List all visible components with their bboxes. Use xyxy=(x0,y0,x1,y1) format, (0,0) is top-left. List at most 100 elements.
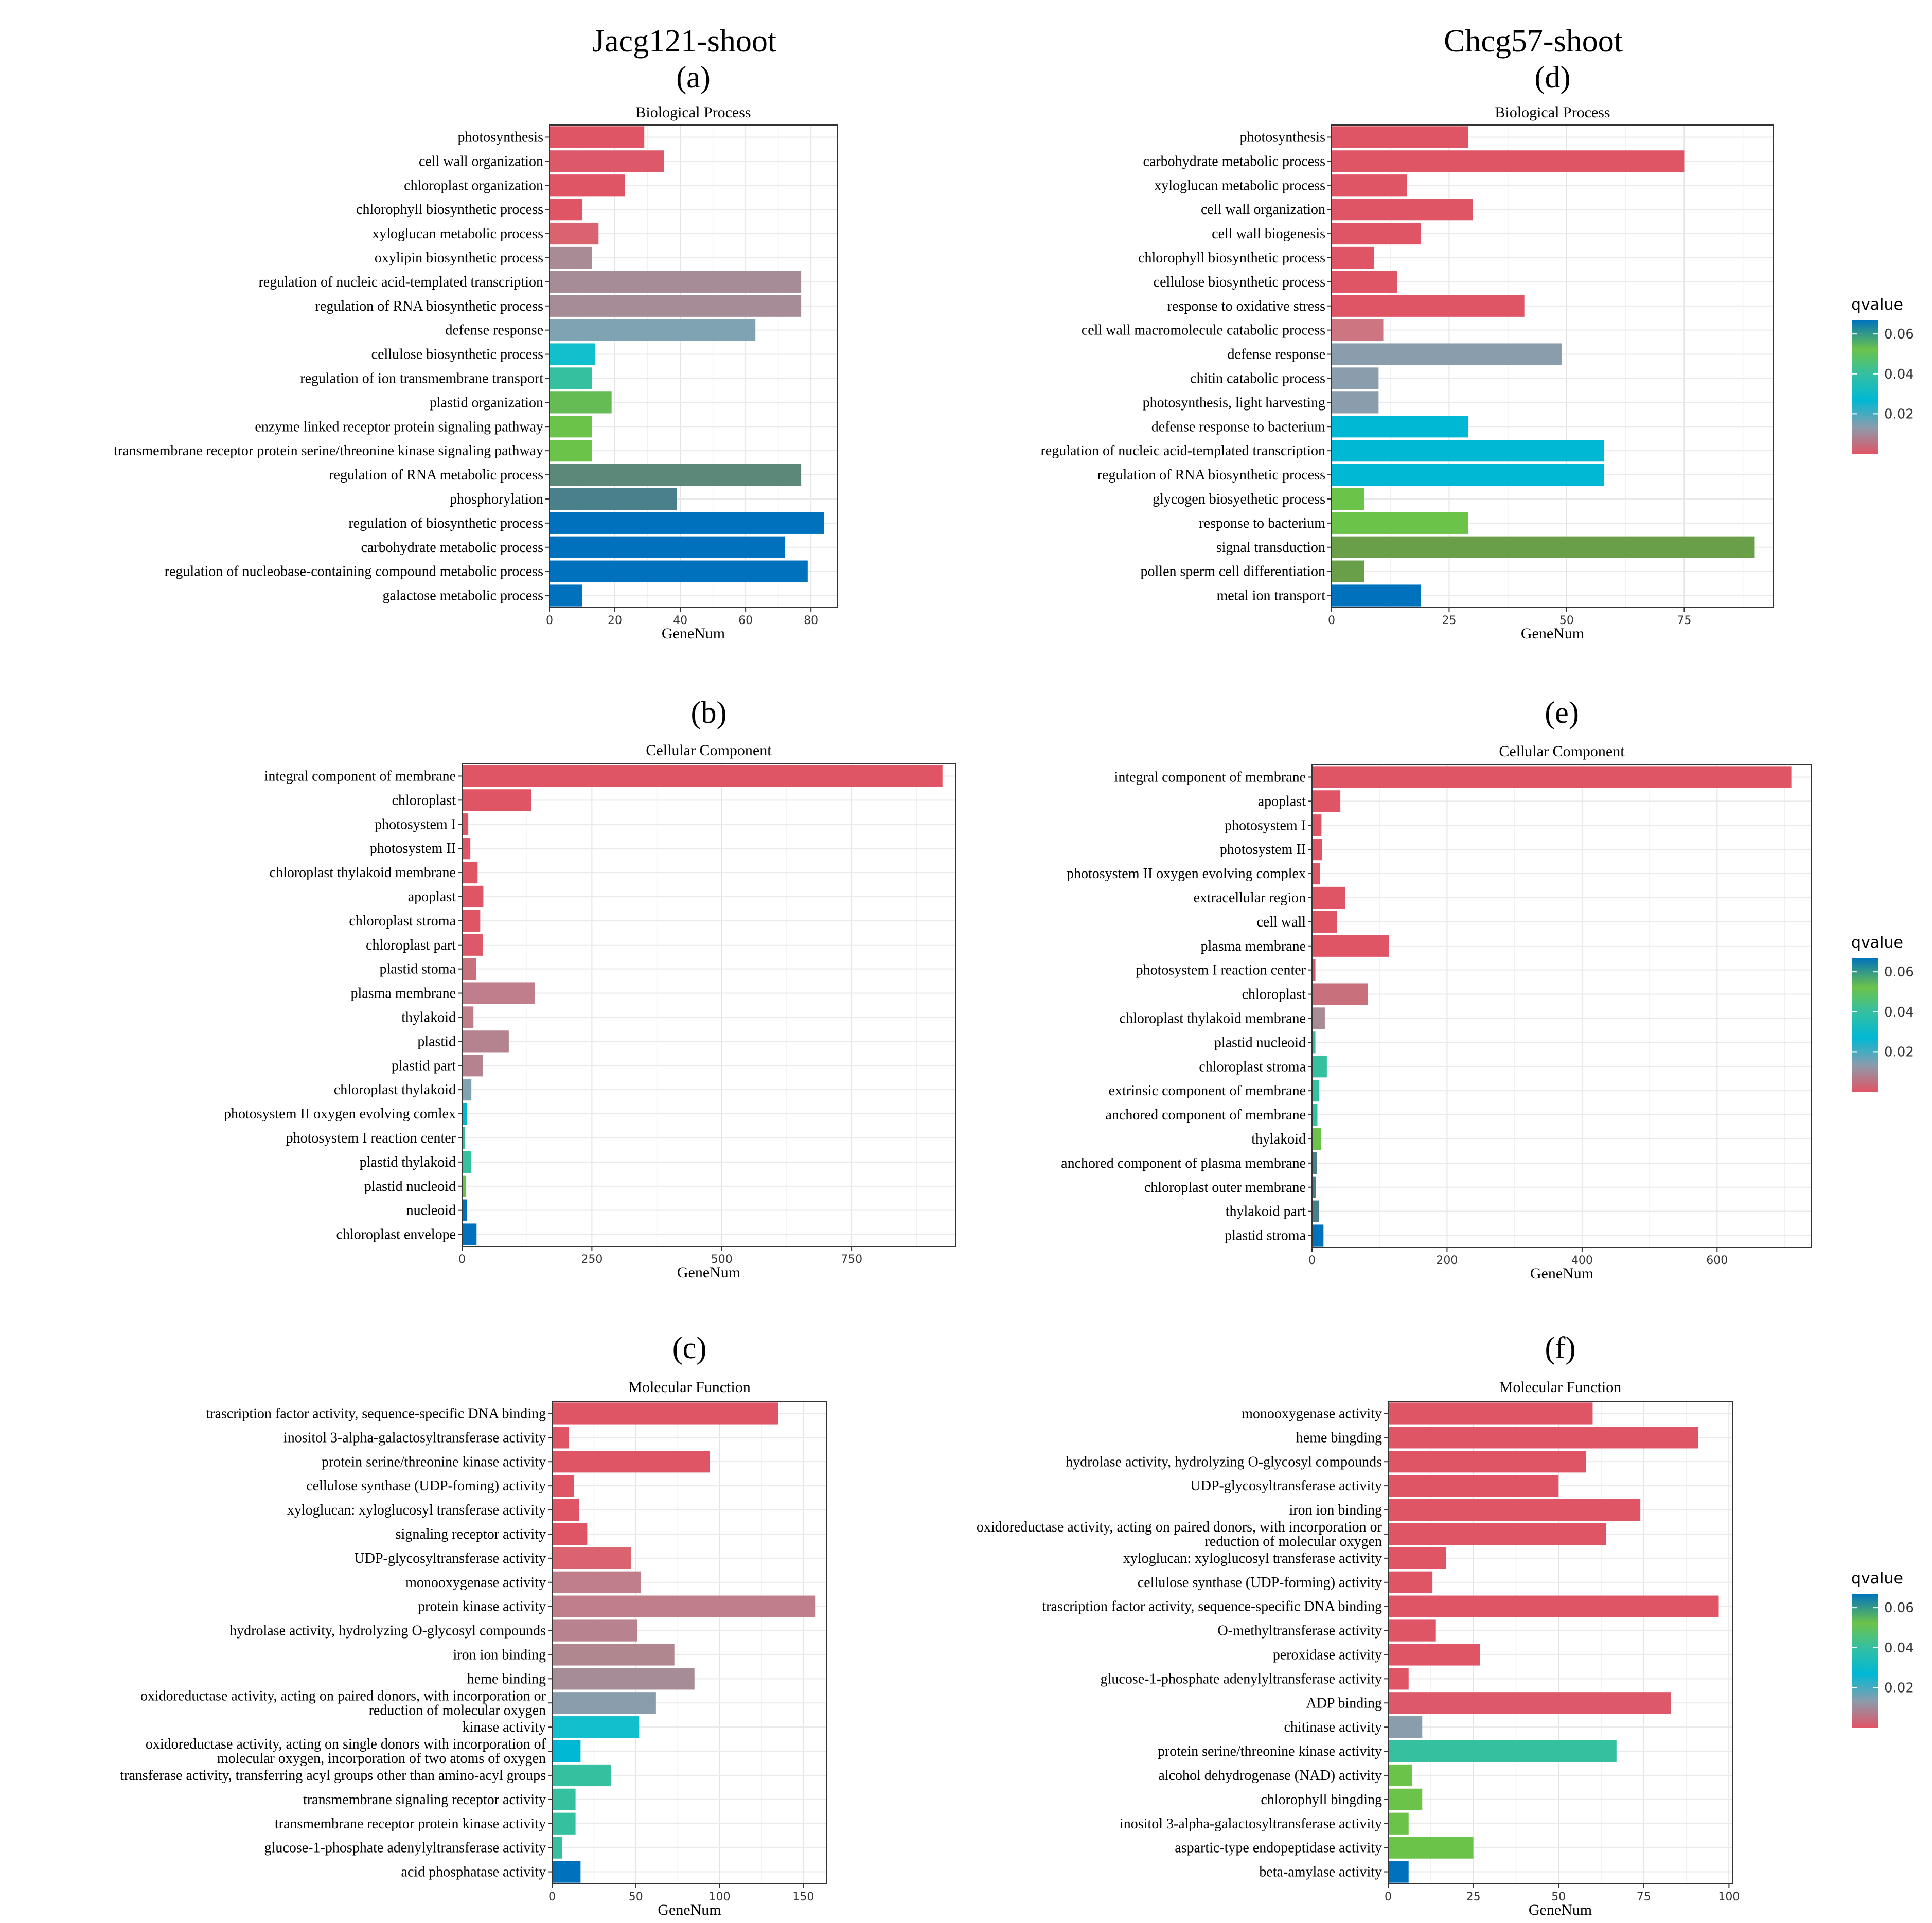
category-label: thylakoid xyxy=(401,1009,456,1025)
category-label: pollen sperm cell differentiation xyxy=(1141,564,1325,580)
panel-letter: (c) xyxy=(672,1331,707,1365)
category-label: oxylipin biosynthetic process xyxy=(375,250,543,266)
panel-d: (d) Biological Process photosynthesis carbo… xyxy=(1040,60,1774,642)
bar xyxy=(1312,1224,1324,1247)
bar xyxy=(462,885,484,908)
bar xyxy=(1332,343,1562,365)
bar xyxy=(1312,1103,1318,1126)
bar xyxy=(1312,911,1337,933)
bar xyxy=(1312,839,1322,861)
category-label: chloroplast xyxy=(1242,987,1306,1003)
category-label: alcohol dehydrogenase (NAD) activity xyxy=(1158,1768,1382,1784)
bar xyxy=(550,488,677,510)
category-label: O-methyltransferase activity xyxy=(1217,1623,1382,1639)
category-label: trascription factor activity, sequence-s… xyxy=(1042,1599,1382,1615)
category-label: transmembrane signaling receptor activit… xyxy=(303,1792,546,1808)
category-label: regulation of RNA metabolic process xyxy=(329,467,543,483)
bar xyxy=(1312,1031,1316,1054)
bar xyxy=(1332,271,1397,293)
category-label: plastid nucleoid xyxy=(364,1179,456,1195)
bar xyxy=(550,199,582,221)
x-axis-label: GeneNum xyxy=(658,1901,721,1918)
category-label: apoplast xyxy=(1258,793,1306,809)
category-label: kinase activity xyxy=(462,1719,546,1735)
category-label: oxidoreductase activity, acting on paire… xyxy=(977,1519,1382,1550)
panel-e: (e) Cellular Component integral component … xyxy=(1061,696,1812,1282)
plot-title: Biological Process xyxy=(1495,104,1610,121)
legend-tick-label: 0.06 xyxy=(1884,965,1914,980)
legend-colorbar xyxy=(1852,958,1878,1092)
plot-border xyxy=(1311,764,1812,1248)
bar xyxy=(1388,1812,1409,1835)
category-label: plasma membrane xyxy=(351,986,456,1002)
bar xyxy=(550,391,612,414)
bar xyxy=(550,536,785,558)
plot-border xyxy=(552,1401,827,1884)
plot-background xyxy=(462,764,955,1247)
category-label: ADP binding xyxy=(1306,1695,1382,1711)
category-label: chlorophyll bingding xyxy=(1261,1792,1382,1808)
bar xyxy=(462,1030,509,1053)
category-label: regulation of RNA biosynthetic process xyxy=(1097,467,1325,483)
category-label: acid phosphatase activity xyxy=(401,1864,546,1880)
category-label: glucose-1-phosphate adenylyltransferase … xyxy=(1101,1671,1382,1687)
x-tick-label: 25 xyxy=(1442,614,1456,627)
bar xyxy=(550,319,756,341)
category-label: carbohydrate metabolic process xyxy=(1143,153,1325,169)
category-label: beta-amylase activity xyxy=(1259,1864,1382,1880)
category-label: xyloglucan metabolic process xyxy=(1154,177,1325,193)
bar xyxy=(1332,174,1407,197)
category-label: photosystem II xyxy=(370,841,456,857)
legend-colorbar xyxy=(1852,320,1878,454)
category-label: photosynthesis xyxy=(458,129,543,145)
bar xyxy=(552,1764,611,1787)
category-label: chloroplast envelope xyxy=(336,1227,456,1243)
x-axis-label: GeneNum xyxy=(662,625,725,642)
bar xyxy=(552,1668,695,1690)
bar xyxy=(552,1644,675,1666)
x-tick-label: 750 xyxy=(841,1253,862,1266)
category-label: UDP-glycosyltransferase activity xyxy=(1191,1478,1382,1494)
panel-letter: (d) xyxy=(1535,60,1571,94)
bar xyxy=(1312,862,1320,885)
category-label: chloroplast thylakoid xyxy=(334,1082,456,1098)
category-label: hydrolase activity, hydrolyzing O-glycos… xyxy=(229,1623,546,1639)
bar xyxy=(462,1175,467,1197)
bar xyxy=(552,1692,656,1714)
category-label: phosphorylation xyxy=(450,491,543,507)
bar xyxy=(1332,246,1374,269)
plot-border xyxy=(462,763,956,1247)
bar xyxy=(552,1740,581,1762)
panel-c: (c) Molecular Function trascription factor… xyxy=(120,1331,827,1918)
bar xyxy=(1388,1668,1409,1690)
panel-letter: (b) xyxy=(691,696,727,729)
bar xyxy=(550,440,592,462)
bar xyxy=(552,1499,579,1521)
gridlines xyxy=(462,764,955,1247)
bar xyxy=(1388,1837,1474,1859)
bar xyxy=(1332,560,1364,582)
legend-3: qvalue 0.06 0.04 0.02 xyxy=(1851,1570,1914,1728)
category-label: chloroplast outer membrane xyxy=(1144,1180,1306,1196)
category-label: extrinsic component of membrane xyxy=(1109,1083,1306,1099)
bar xyxy=(552,1619,638,1642)
bar xyxy=(550,512,824,534)
bar xyxy=(1332,150,1685,172)
bar xyxy=(552,1716,640,1738)
x-axis-label: GeneNum xyxy=(1529,1901,1592,1918)
category-label: heme binding xyxy=(467,1671,546,1687)
category-label: chloroplast stroma xyxy=(1199,1059,1306,1075)
x-tick-label: 200 xyxy=(1436,1254,1458,1267)
bar xyxy=(550,367,592,389)
bar xyxy=(462,1223,477,1245)
bar xyxy=(1312,959,1316,981)
x-tick-label: 25 xyxy=(1466,1891,1481,1903)
bar xyxy=(552,1812,576,1835)
x-tick-label: 0 xyxy=(458,1253,466,1266)
x-tick-label: 80 xyxy=(804,614,818,627)
legend-tick-label: 0.02 xyxy=(1884,1044,1914,1060)
category-label: photosystem II oxygen evolving complex xyxy=(1067,866,1306,882)
bar xyxy=(462,1127,466,1149)
category-label: anchored component of membrane xyxy=(1105,1107,1306,1123)
